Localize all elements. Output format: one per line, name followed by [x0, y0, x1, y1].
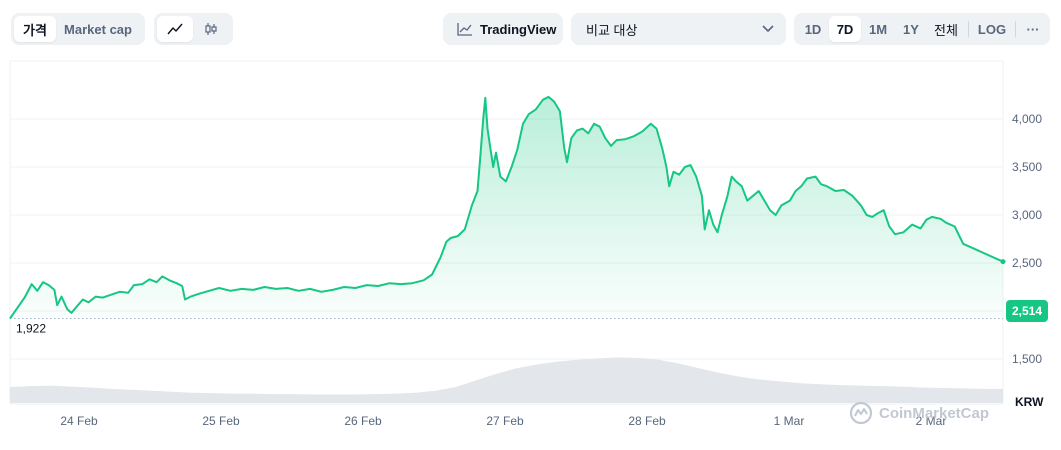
plot-frame [9, 60, 1004, 405]
x-tick-label: 26 Feb [344, 414, 382, 428]
range-1y[interactable]: 1Y [903, 21, 919, 37]
line-chart-button[interactable] [157, 16, 193, 42]
coinmarketcap-logo-icon [849, 401, 873, 425]
tradingview-icon [457, 23, 472, 36]
y-tick-label: 2,500 [1012, 256, 1042, 270]
chart-style-toggle [154, 13, 233, 45]
chevron-down-icon [762, 25, 774, 32]
start-price-label: 1,922 [16, 321, 46, 335]
tab-market-cap[interactable]: Market cap [64, 21, 132, 37]
x-tick-label: 27 Feb [486, 414, 524, 428]
more-options-button[interactable]: ··· [1026, 21, 1040, 37]
volume-bars [10, 357, 1003, 403]
x-tick-label: 25 Feb [202, 414, 240, 428]
range-1m[interactable]: 1M [868, 21, 888, 37]
y-tick-label: 1,500 [1012, 352, 1042, 366]
tradingview-label: TradingView [480, 21, 557, 37]
toolbar-divider [968, 21, 969, 37]
current-price-point [1000, 259, 1006, 265]
toolbar-divider [1015, 21, 1016, 37]
y-tick-label: 4,000 [1012, 112, 1042, 126]
y-tick-label: 3,000 [1012, 208, 1042, 222]
log-scale-button[interactable]: LOG [977, 21, 1007, 37]
line-chart-icon [167, 23, 183, 35]
compare-select[interactable]: 비교 대상 [571, 13, 786, 45]
candlestick-icon [205, 23, 217, 35]
x-tick-label: 24 Feb [60, 414, 98, 428]
price-area [10, 96, 1003, 319]
x-tick-label: 2 Mar [916, 414, 947, 428]
price-line [9, 95, 1004, 320]
current-price-badge: 2,514 [1006, 300, 1048, 322]
watermark-text: CoinMarketCap [879, 404, 990, 422]
x-tick-label: 28 Feb [628, 414, 666, 428]
candlestick-button[interactable] [193, 16, 229, 42]
view-toggle: 가격 Market cap [11, 13, 145, 45]
range-toggle: 1D 7D 1M 1Y 전체 LOG ··· [794, 13, 1050, 45]
coinmarketcap-watermark: CoinMarketCap [849, 401, 989, 425]
range-1d[interactable]: 1D [804, 21, 822, 37]
chart-toolbar: 가격 Market cap TradingView 비교 대상 [0, 0, 1061, 56]
tradingview-button[interactable]: TradingView [443, 13, 563, 45]
range-all[interactable]: 전체 [934, 22, 958, 38]
range-7d[interactable]: 7D [829, 16, 861, 42]
currency-label: KRW [1015, 395, 1044, 409]
compare-label: 비교 대상 [586, 22, 638, 38]
x-tick-label: 1 Mar [774, 414, 805, 428]
tab-price[interactable]: 가격 [14, 16, 56, 42]
y-tick-label: 3,500 [1012, 160, 1042, 174]
